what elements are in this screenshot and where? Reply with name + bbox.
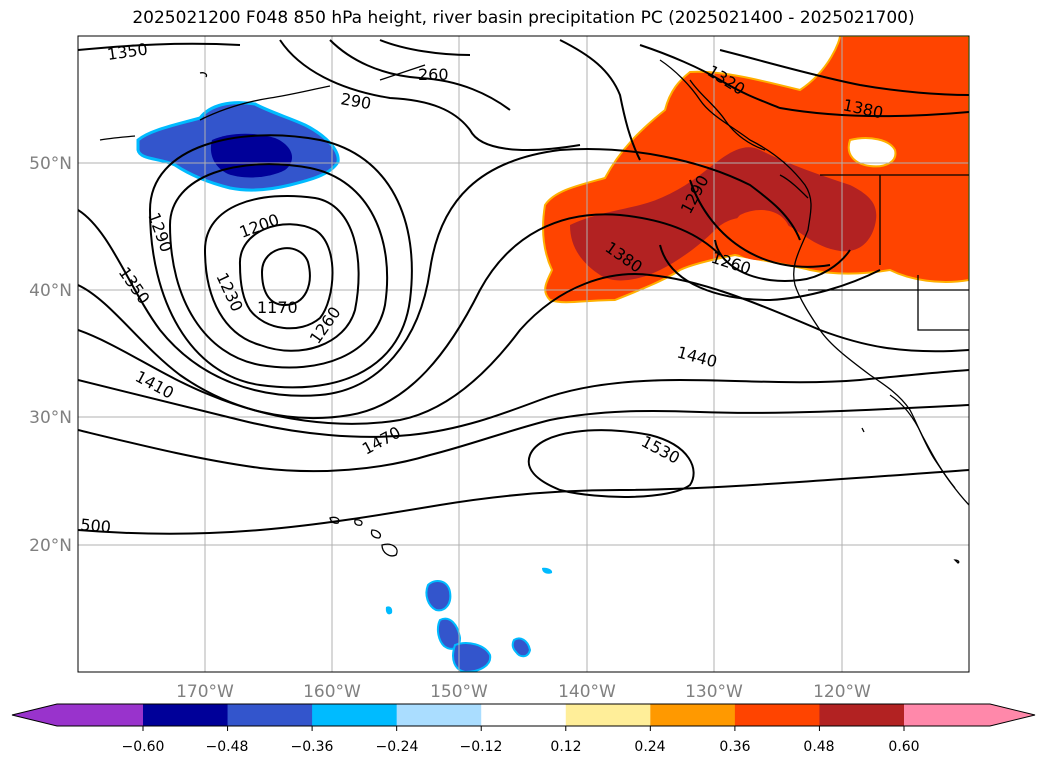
- colorbar-segment: [819, 704, 905, 726]
- lon-label: 160°W: [303, 682, 361, 702]
- lat-label: 30°N: [29, 408, 72, 428]
- colorbar-segment: [565, 704, 651, 726]
- colorbar-segment: [227, 704, 313, 726]
- colorbar-tick-label: −0.24: [376, 739, 419, 755]
- map-frame: [77, 35, 970, 673]
- colorbar-extend-max: [990, 704, 1035, 726]
- lat-label: 40°N: [29, 281, 72, 301]
- colorbar-segment: [481, 704, 567, 726]
- lon-label: 150°W: [430, 682, 488, 702]
- lon-label: 130°W: [685, 682, 743, 702]
- colorbar-segment: [396, 704, 482, 726]
- colorbar-segment: [650, 704, 736, 726]
- colorbar-segment: [734, 704, 820, 726]
- latitude-labels: 50°N 40°N 30°N 20°N: [29, 154, 72, 556]
- longitude-labels: 170°W 160°W 150°W 140°W 130°W 120°W: [176, 682, 871, 702]
- colorbar-tick-label: 0.48: [803, 739, 834, 755]
- height-contours: [78, 39, 969, 535]
- colorbar-labels: −0.60 −0.48 −0.36 −0.24 −0.12 0.12 0.24 …: [122, 739, 920, 755]
- colorbar-segment: [57, 704, 143, 726]
- lon-label: 140°W: [558, 682, 616, 702]
- contour-label: 500: [80, 515, 112, 537]
- colorbar-tick-label: −0.36: [291, 739, 334, 755]
- precip-positive-shading: [542, 36, 969, 304]
- colorbar-segment: [143, 704, 229, 726]
- contour-label: 1170: [257, 298, 298, 317]
- colorbar-segment: [904, 704, 990, 726]
- lat-label: 20°N: [29, 536, 72, 556]
- colorbar-tick-label: 0.24: [634, 739, 665, 755]
- contour-label: 260: [418, 65, 449, 84]
- map-title: 2025021200 F048 850 hPa height, river ba…: [132, 8, 915, 28]
- colorbar: −0.60 −0.48 −0.36 −0.24 −0.12 0.12 0.24 …: [11, 703, 1036, 755]
- colorbar-tick-label: −0.60: [122, 739, 165, 755]
- precip-negative-shading: [136, 101, 553, 672]
- lon-label: 120°W: [813, 682, 871, 702]
- colorbar-segment: [312, 704, 398, 726]
- colorbar-tick-label: −0.48: [206, 739, 249, 755]
- colorbar-tick-label: 0.12: [550, 739, 581, 755]
- colorbar-tick-label: 0.36: [719, 739, 750, 755]
- lat-label: 50°N: [29, 154, 72, 174]
- colorbar-tick-label: −0.12: [460, 739, 503, 755]
- colorbar-extend-min: [12, 704, 57, 726]
- colorbar-tick-label: 0.60: [888, 739, 919, 755]
- lon-label: 170°W: [176, 682, 234, 702]
